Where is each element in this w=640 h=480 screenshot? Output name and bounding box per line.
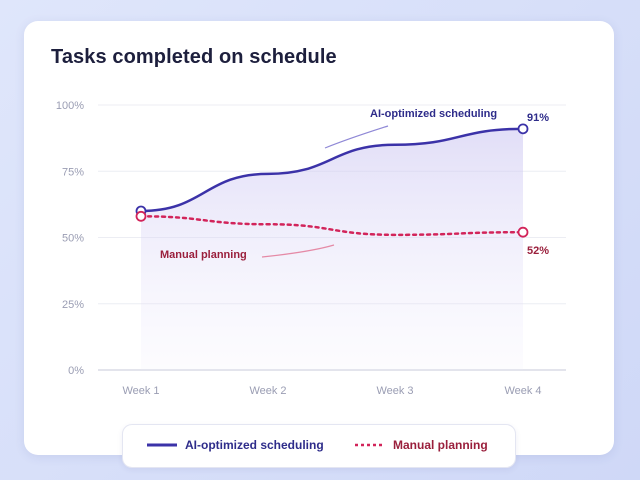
ai-annotation-label: AI-optimized scheduling [370,108,497,120]
ai-series-area [141,128,523,370]
x-tick-label: Week 1 [122,385,159,397]
manual-end-value-label: 52% [527,245,549,257]
manual-series-line [139,215,525,237]
ai-end-marker [517,123,529,135]
manual-annotation-connector [261,244,335,258]
x-tick-label: Week 3 [376,385,413,397]
manual-start-marker [135,210,147,222]
legend-label-ai: AI-optimized scheduling [185,438,324,452]
y-tick-label: 0% [68,365,84,377]
chart-title: Tasks completed on schedule [51,46,337,68]
legend-item-ai: AI-optimized scheduling [147,438,324,452]
legend-label-manual: Manual planning [393,438,488,452]
ai-end-value-label: 91% [527,112,549,124]
y-tick-label: 50% [62,233,84,245]
ai-annotation-connector [324,125,389,149]
manual-end-marker [517,226,529,238]
manual-annotation-label: Manual planning [160,249,247,261]
legend-item-manual: Manual planning [355,438,488,452]
legend-dotted-line-icon [355,443,385,447]
chart-legend: AI-optimized scheduling Manual planning [122,424,516,468]
legend-solid-line-icon [147,443,177,447]
y-tick-label: 100% [56,100,84,112]
ai-series-line [139,127,525,213]
y-tick-label: 75% [62,166,84,178]
y-tick-label: 25% [62,299,84,311]
x-tick-label: Week 4 [504,385,541,397]
x-tick-label: Week 2 [249,385,286,397]
